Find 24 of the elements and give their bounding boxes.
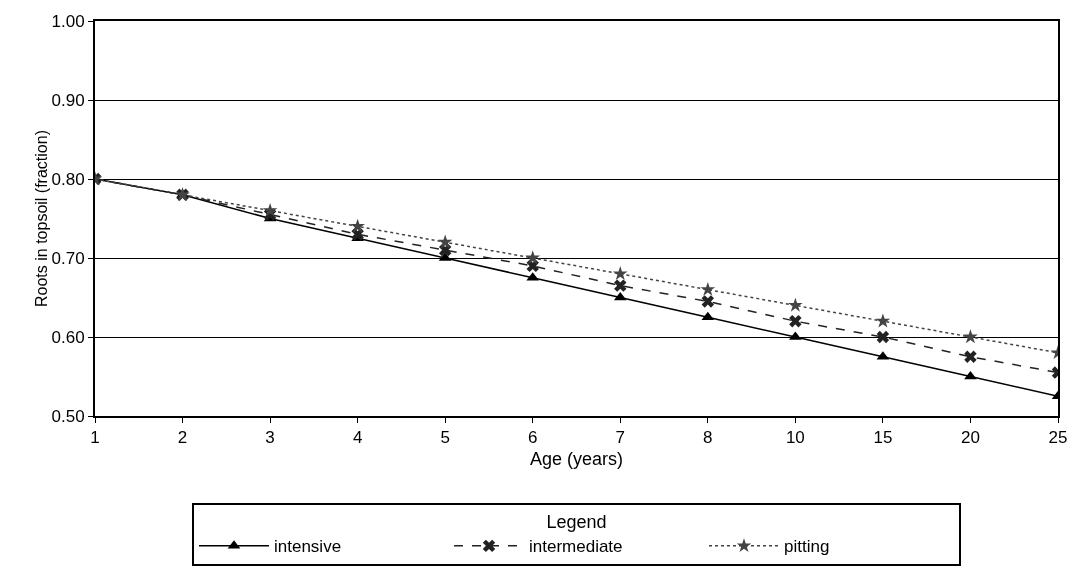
- y-tick-label: 0.90: [51, 90, 85, 110]
- legend-label: intermediate: [529, 537, 623, 557]
- x-axis-title: Age (years): [529, 449, 624, 469]
- legend-title: Legend: [546, 512, 607, 533]
- x-tick-label: 2: [177, 428, 188, 448]
- y-axis-title: Roots in topsoil (fraction): [32, 130, 50, 307]
- x-tick-label: 20: [960, 428, 980, 448]
- x-tick-label: 25: [1048, 428, 1068, 448]
- x-tick-label: 10: [785, 428, 805, 448]
- y-tick-label: 0.60: [51, 327, 85, 347]
- y-tick-label: 0.50: [51, 406, 85, 426]
- x-tick-label: 7: [615, 428, 625, 448]
- x-tick-label: 3: [265, 428, 275, 448]
- legend-label: pitting: [784, 537, 830, 557]
- x-tick-label: 6: [528, 428, 538, 448]
- y-tick-label: 0.80: [51, 169, 85, 189]
- x-tick-label: 15: [873, 428, 893, 448]
- x-tick-label: 1: [90, 428, 100, 448]
- x-tick-label: 5: [440, 428, 450, 448]
- x-tick-label: 8: [703, 428, 713, 448]
- y-tick-label: 0.70: [51, 248, 85, 268]
- x-tick-label: 4: [352, 428, 363, 448]
- legend-label: intensive: [274, 537, 342, 557]
- y-tick-label: 1.00: [51, 11, 85, 31]
